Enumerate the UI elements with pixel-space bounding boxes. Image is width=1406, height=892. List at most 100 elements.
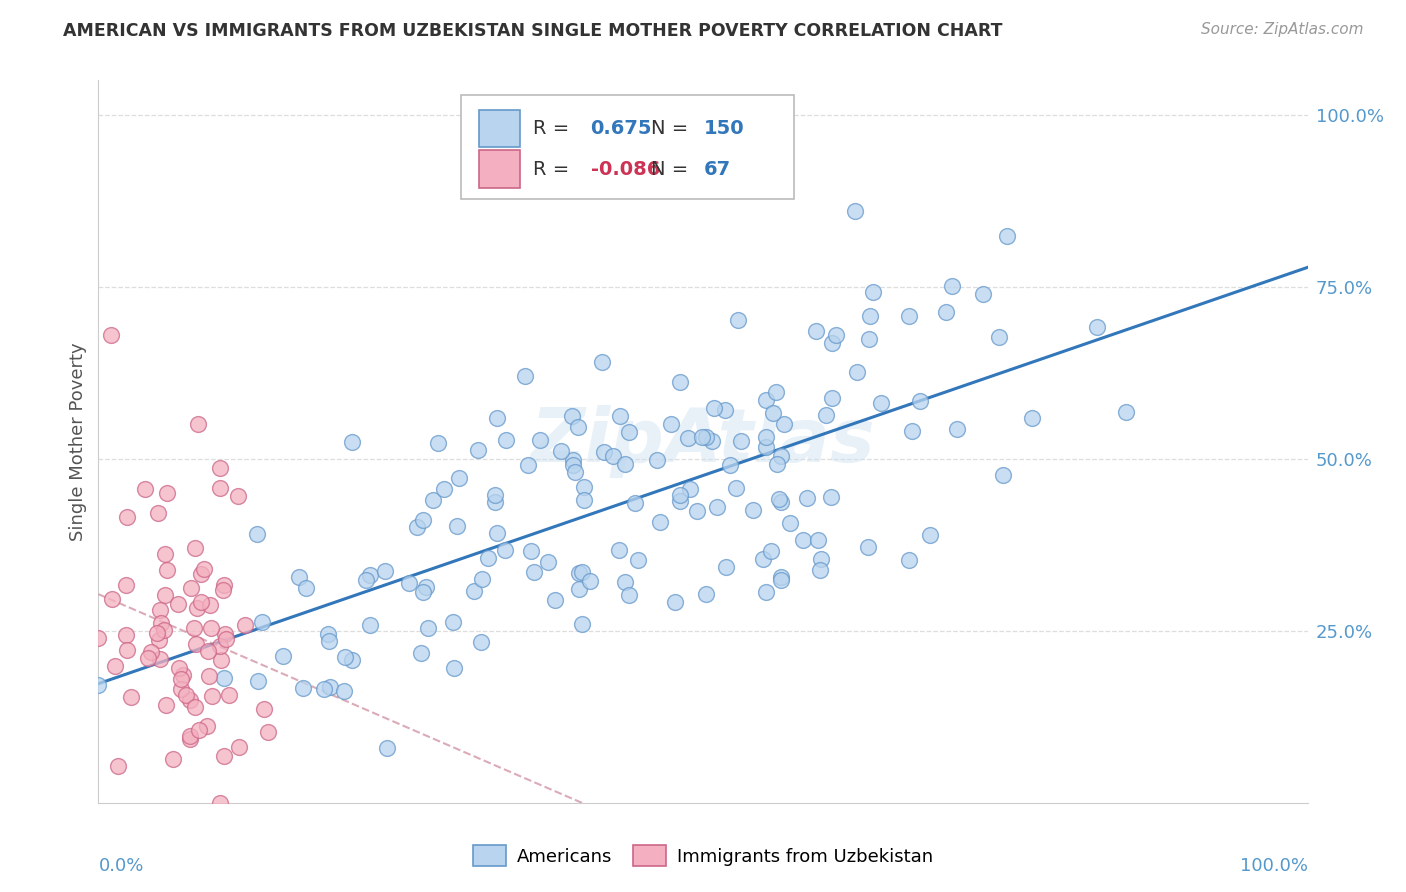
- Point: [718, 458, 741, 472]
- Point: [568, 566, 591, 581]
- Point: [115, 510, 138, 524]
- Text: 150: 150: [704, 120, 745, 138]
- Point: [792, 533, 814, 547]
- Point: [517, 458, 540, 472]
- Point: [155, 563, 177, 577]
- Point: [318, 634, 340, 648]
- Text: N =: N =: [651, 120, 695, 138]
- Point: [770, 495, 793, 509]
- Point: [572, 480, 595, 494]
- Point: [762, 406, 785, 420]
- Point: [195, 719, 218, 733]
- Point: [215, 632, 238, 646]
- Point: [201, 690, 224, 704]
- Point: [602, 450, 624, 464]
- Point: [519, 543, 541, 558]
- Point: [856, 540, 879, 554]
- Point: [669, 375, 692, 389]
- Point: [484, 495, 506, 509]
- Point: [233, 618, 256, 632]
- Point: [484, 488, 506, 502]
- Point: [1085, 320, 1108, 334]
- Point: [412, 513, 434, 527]
- Point: [153, 623, 176, 637]
- Point: [250, 615, 273, 629]
- Point: [422, 492, 444, 507]
- Point: [198, 598, 221, 612]
- Point: [935, 305, 957, 319]
- Point: [755, 393, 778, 408]
- Legend: Americans, Immigrants from Uzbekistan: Americans, Immigrants from Uzbekistan: [465, 838, 941, 873]
- Point: [398, 576, 420, 591]
- Point: [179, 693, 201, 707]
- Point: [898, 310, 921, 324]
- Point: [212, 671, 235, 685]
- Point: [212, 582, 235, 597]
- Text: 67: 67: [704, 160, 731, 178]
- Point: [765, 385, 787, 400]
- Text: 0.675: 0.675: [591, 120, 652, 138]
- Point: [107, 758, 129, 772]
- Point: [148, 632, 170, 647]
- Point: [669, 487, 692, 501]
- Point: [609, 409, 631, 423]
- Point: [209, 639, 232, 653]
- Point: [752, 552, 775, 566]
- Text: R =: R =: [533, 160, 575, 178]
- Point: [561, 409, 583, 423]
- Point: [209, 653, 232, 667]
- Point: [148, 506, 170, 520]
- Point: [120, 690, 142, 704]
- Point: [759, 544, 782, 558]
- Point: [190, 566, 212, 581]
- Point: [695, 430, 717, 444]
- Point: [844, 204, 866, 219]
- Point: [908, 394, 931, 409]
- Point: [150, 615, 173, 630]
- Point: [859, 309, 882, 323]
- Point: [810, 552, 832, 566]
- Text: 0.0%: 0.0%: [98, 857, 143, 875]
- Point: [562, 458, 585, 472]
- Point: [149, 652, 172, 666]
- Point: [252, 702, 274, 716]
- Point: [247, 673, 270, 688]
- Point: [146, 625, 169, 640]
- Point: [214, 627, 236, 641]
- Point: [104, 659, 127, 673]
- Point: [162, 752, 184, 766]
- Point: [333, 684, 356, 698]
- Point: [806, 325, 828, 339]
- Point: [169, 661, 191, 675]
- Point: [900, 424, 922, 438]
- Point: [768, 492, 790, 507]
- Point: [617, 425, 640, 439]
- Point: [333, 650, 356, 665]
- Point: [405, 519, 427, 533]
- Point: [416, 621, 439, 635]
- FancyBboxPatch shape: [479, 151, 520, 188]
- Point: [415, 580, 437, 594]
- Point: [513, 368, 536, 383]
- Point: [755, 440, 778, 454]
- Point: [426, 436, 449, 450]
- Point: [686, 504, 709, 518]
- Point: [172, 668, 194, 682]
- Point: [572, 493, 595, 508]
- Text: -0.086: -0.086: [591, 160, 659, 178]
- Point: [713, 403, 735, 417]
- Point: [226, 489, 249, 503]
- Point: [814, 408, 837, 422]
- Point: [529, 434, 551, 448]
- Point: [443, 660, 465, 674]
- Point: [149, 603, 172, 617]
- Point: [626, 553, 648, 567]
- Point: [769, 569, 792, 583]
- Point: [755, 430, 778, 444]
- Point: [727, 313, 749, 327]
- Point: [115, 628, 138, 642]
- Point: [972, 286, 994, 301]
- Point: [318, 680, 340, 694]
- Point: [544, 592, 567, 607]
- Point: [845, 365, 868, 379]
